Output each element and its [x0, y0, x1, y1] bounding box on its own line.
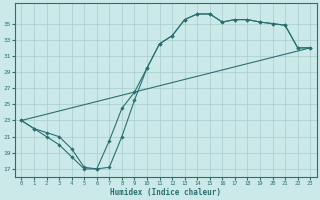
- X-axis label: Humidex (Indice chaleur): Humidex (Indice chaleur): [110, 188, 221, 197]
